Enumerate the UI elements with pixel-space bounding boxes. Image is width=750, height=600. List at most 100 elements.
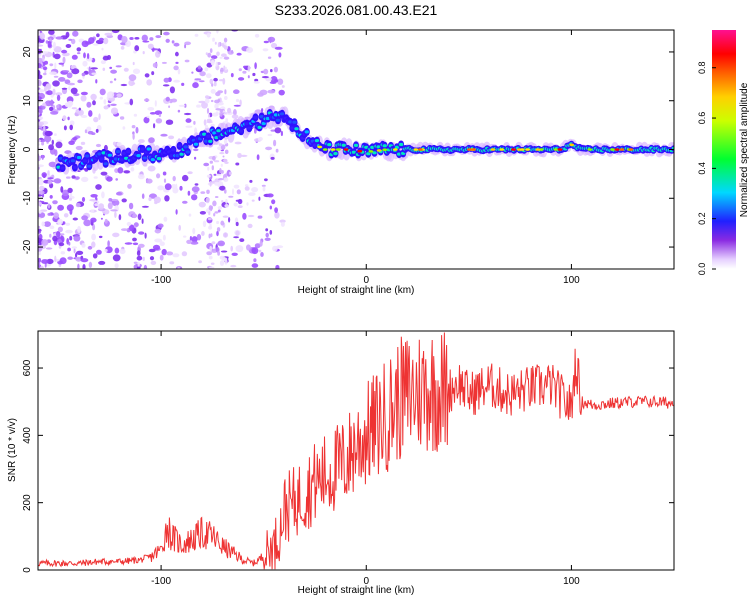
noise-blob bbox=[38, 237, 42, 244]
noise-blob bbox=[81, 40, 89, 48]
noise-blob bbox=[236, 189, 241, 195]
noise-blob bbox=[67, 82, 75, 86]
ridge-hotspot bbox=[525, 148, 530, 151]
noise-blob bbox=[214, 103, 219, 109]
noise-blob bbox=[208, 205, 213, 211]
noise-blob bbox=[214, 41, 217, 45]
noise-blob bbox=[206, 251, 213, 256]
noise-blob bbox=[270, 129, 276, 132]
noise-blob bbox=[233, 202, 238, 207]
noise-blob bbox=[259, 240, 263, 247]
noise-blob bbox=[171, 40, 175, 44]
noise-blob bbox=[230, 73, 234, 78]
noise-blob bbox=[98, 203, 105, 210]
noise-blob bbox=[154, 228, 161, 234]
snr-ylabel: SNR (10 * v/v) bbox=[7, 418, 18, 482]
noise-blob bbox=[166, 251, 174, 256]
ridge-core bbox=[85, 154, 90, 158]
noise-blob bbox=[127, 183, 132, 189]
noise-blob bbox=[67, 247, 71, 252]
ridge-core bbox=[275, 118, 281, 122]
noise-blob bbox=[87, 245, 93, 250]
noise-blob bbox=[155, 35, 162, 39]
noise-blob bbox=[68, 100, 74, 107]
noise-blob bbox=[38, 63, 42, 69]
colorbar-tick-label: 0.0 bbox=[697, 263, 707, 276]
spectrogram-heatmap bbox=[38, 30, 674, 269]
noise-blob bbox=[96, 33, 100, 38]
noise-blob bbox=[252, 72, 256, 77]
noise-blob bbox=[179, 185, 183, 191]
noise-blob bbox=[38, 251, 41, 256]
noise-blob bbox=[245, 184, 249, 187]
noise-blob bbox=[207, 166, 210, 171]
ridge-core bbox=[183, 145, 188, 149]
noise-blob bbox=[67, 187, 73, 194]
noise-blob bbox=[88, 261, 93, 268]
ridge-hotspot bbox=[330, 148, 336, 151]
noise-blob bbox=[131, 125, 136, 129]
noise-blob bbox=[218, 181, 224, 187]
noise-blob bbox=[219, 152, 225, 155]
noise-blob bbox=[242, 70, 247, 74]
noise-blob bbox=[253, 81, 260, 84]
noise-blob bbox=[38, 257, 41, 263]
spectrogram-xlabel: Height of straight line (km) bbox=[298, 285, 415, 296]
noise-blob bbox=[130, 167, 135, 172]
noise-blob bbox=[246, 202, 249, 206]
noise-blob bbox=[231, 114, 239, 119]
noise-blob bbox=[144, 73, 150, 78]
noise-blob bbox=[75, 176, 80, 180]
noise-blob bbox=[120, 83, 128, 87]
noise-blob bbox=[211, 83, 214, 87]
noise-blob bbox=[182, 200, 188, 204]
noise-blob bbox=[77, 79, 83, 84]
noise-blob bbox=[90, 194, 98, 198]
noise-blob bbox=[95, 143, 102, 148]
noise-blob bbox=[149, 256, 155, 261]
noise-blob bbox=[44, 86, 47, 92]
noise-blob bbox=[69, 192, 73, 198]
ridge-core bbox=[76, 155, 82, 160]
noise-blob bbox=[270, 156, 275, 160]
ridge-core bbox=[279, 112, 285, 116]
noise-blob bbox=[220, 144, 226, 150]
noise-blob bbox=[184, 103, 187, 108]
noise-blob bbox=[38, 178, 44, 186]
noise-blob bbox=[217, 178, 224, 181]
noise-blob bbox=[177, 68, 181, 75]
noise-blob bbox=[132, 133, 135, 140]
noise-blob bbox=[109, 80, 113, 84]
noise-blob bbox=[215, 173, 222, 176]
noise-blob bbox=[163, 31, 170, 36]
noise-blob bbox=[214, 211, 219, 214]
noise-blob bbox=[41, 239, 49, 246]
noise-blob bbox=[224, 173, 228, 179]
ridge-hotspot bbox=[413, 148, 419, 151]
ridge-core bbox=[140, 147, 145, 151]
noise-blob bbox=[66, 204, 74, 212]
y-tick-label: 0 bbox=[22, 567, 33, 573]
noise-blob bbox=[233, 89, 240, 94]
noise-blob bbox=[120, 46, 125, 50]
noise-blob bbox=[254, 78, 259, 82]
ridge-core bbox=[314, 139, 320, 143]
noise-blob bbox=[201, 231, 205, 236]
noise-blob bbox=[175, 51, 179, 57]
noise-blob bbox=[233, 104, 242, 107]
ridge-hotspot bbox=[467, 148, 472, 151]
ridge-core bbox=[193, 142, 199, 146]
noise-blob bbox=[136, 255, 143, 261]
noise-blob bbox=[133, 50, 137, 54]
noise-blob bbox=[95, 184, 102, 190]
noise-blob bbox=[124, 242, 133, 245]
ridge-core bbox=[179, 152, 184, 156]
noise-blob bbox=[60, 251, 66, 255]
ridge-core bbox=[119, 158, 125, 162]
ridge-core bbox=[150, 158, 156, 162]
ridge-hotspot bbox=[557, 148, 563, 151]
noise-blob bbox=[154, 238, 163, 243]
noise-blob bbox=[144, 232, 147, 239]
noise-blob bbox=[221, 53, 227, 57]
noise-blob bbox=[270, 69, 273, 73]
